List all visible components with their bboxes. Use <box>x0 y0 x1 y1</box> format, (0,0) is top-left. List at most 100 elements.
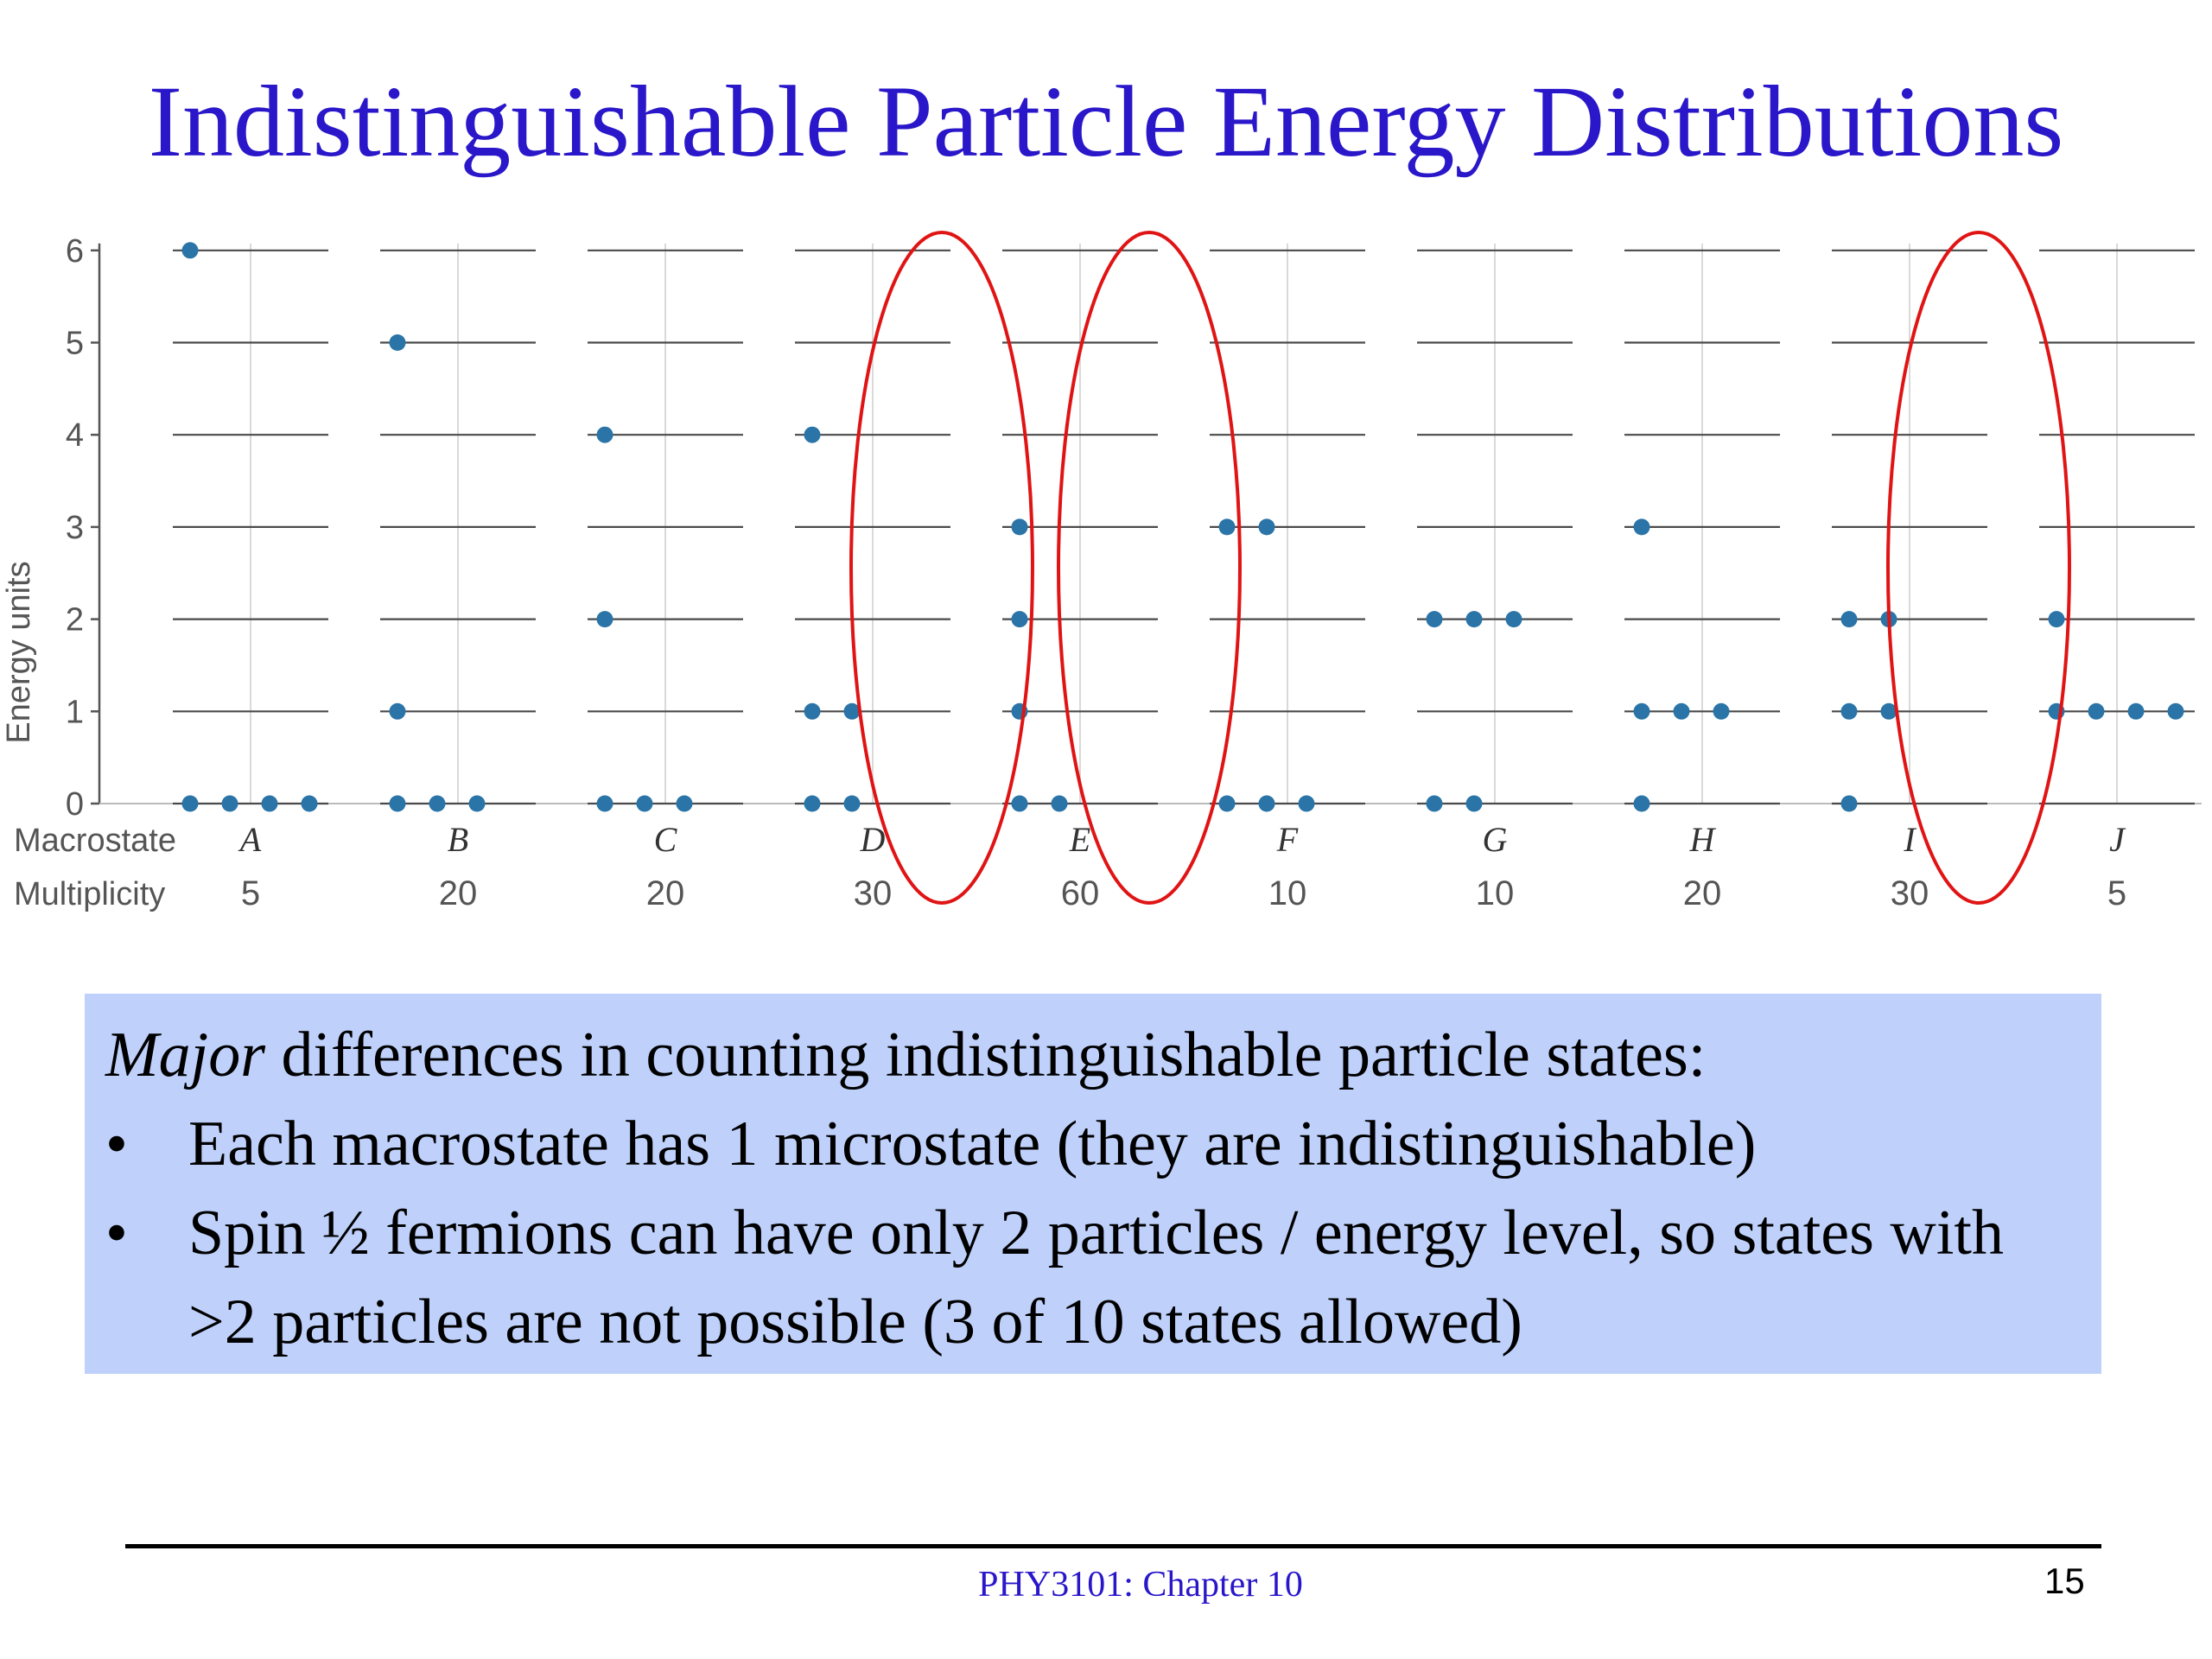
particle-dot <box>1258 518 1275 536</box>
macrostate-column-d: D 30 <box>795 249 950 912</box>
particle-dot <box>1258 795 1275 812</box>
particle-dot <box>389 795 406 812</box>
particle-dot <box>1218 795 1236 812</box>
macrostate-column-a: A5 <box>173 242 328 912</box>
y-tick-label: 6 <box>66 233 84 270</box>
macrostate-label: J <box>2109 820 2126 859</box>
multiplicity-label: 5 <box>2107 874 2126 912</box>
particle-dot <box>2127 702 2145 720</box>
bullet-marker: • <box>105 1198 128 1268</box>
multiplicity-label: 10 <box>1268 874 1307 912</box>
y-tick-label: 5 <box>66 326 84 362</box>
particle-dot <box>2167 702 2184 720</box>
particle-dot <box>2088 702 2105 720</box>
particle-dot <box>1426 611 1443 628</box>
macrostate-label: B <box>448 820 468 859</box>
particle-dot <box>429 795 446 812</box>
macrostate-column-b: B 20 <box>380 249 536 912</box>
macrostate-energy-diagram: 0 1 2 3 4 5 6 Energy units Macrostate Multiplicit… <box>1 231 2202 912</box>
particle-dot <box>1426 795 1443 812</box>
particle-dot <box>1011 795 1028 812</box>
particle-dot <box>181 242 199 259</box>
multiplicity-label: 10 <box>1476 874 1515 912</box>
highlight-ellipse-e <box>1057 231 1242 905</box>
particle-dot <box>1633 518 1650 536</box>
particle-dot <box>261 795 278 812</box>
particle-dot <box>1840 611 1858 628</box>
particle-dot <box>1505 611 1522 628</box>
particle-dot <box>389 702 406 720</box>
particle-dot <box>1880 702 1897 720</box>
multiplicity-label: 5 <box>241 874 260 912</box>
particle-dot <box>636 795 653 812</box>
notes-intro-text: differences in counting indistinguishabl… <box>265 1020 1707 1090</box>
particle-dot <box>1633 795 1650 812</box>
y-tick-label: 2 <box>66 602 84 639</box>
multiplicity-label: 20 <box>439 874 478 912</box>
y-axis-label: Energy units <box>1 561 37 743</box>
particle-dot <box>1298 795 1315 812</box>
macrostate-column-e: E 60 <box>1002 249 1158 912</box>
macrostate-column-f: F 10 <box>1210 249 1365 912</box>
footer-rule <box>125 1544 2101 1548</box>
particle-dot <box>1465 611 1483 628</box>
particle-dot <box>1840 795 1858 812</box>
footer-course-label: PHY3101: Chapter 10 <box>978 1565 1303 1605</box>
particle-dot <box>676 795 693 812</box>
particle-dot <box>1840 702 1858 720</box>
macrostate-label: H <box>1689 820 1717 859</box>
macrostate-column-c: C 20 <box>588 249 743 912</box>
particle-dot <box>1051 795 1068 812</box>
macrostate-column-g: G 10 <box>1417 249 1573 912</box>
particle-dot <box>804 702 821 720</box>
notes-intro: Major differences in counting indistingu… <box>105 1011 2081 1100</box>
particle-dot <box>596 795 613 812</box>
particle-dot <box>596 611 613 628</box>
slide-title: Indistinguishable Particle Energy Distri… <box>148 65 2064 178</box>
highlight-ellipse-i <box>1886 231 2071 905</box>
y-tick-label: 0 <box>66 786 84 823</box>
multiplicity-label: 60 <box>1061 874 1100 912</box>
multiplicity-label: 30 <box>1891 874 1929 912</box>
particle-dot <box>843 795 861 812</box>
particle-dot <box>301 795 318 812</box>
page-number: 15 <box>2044 1560 2085 1601</box>
macrostate-row-label: Macrostate <box>14 823 176 859</box>
macrostate-label: I <box>1903 820 1916 859</box>
multiplicity-label: 30 <box>854 874 893 912</box>
highlight-ellipse-d <box>849 231 1034 905</box>
particle-dot <box>1465 795 1483 812</box>
particle-dot <box>181 795 199 812</box>
notes-box: Major differences in counting indistingu… <box>85 994 2101 1374</box>
particle-dot <box>389 334 406 351</box>
particle-dot <box>1633 702 1650 720</box>
macrostate-label: D <box>860 820 886 859</box>
particle-dot <box>2048 611 2065 628</box>
particle-dot <box>804 795 821 812</box>
macrostate-label: E <box>1069 820 1090 859</box>
notes-bullet-list: • Each macrostate has 1 microstate (they … <box>105 1100 2081 1367</box>
particle-dot <box>1011 518 1028 536</box>
particle-dot <box>468 795 486 812</box>
notes-bullet-item: • Spin ½ fermions can have only 2 particl… <box>105 1189 2081 1367</box>
particle-dot <box>596 426 613 443</box>
y-tick-label: 3 <box>66 510 84 546</box>
macrostate-label: F <box>1276 820 1299 859</box>
macrostate-column-i: I 30 <box>1832 249 1987 912</box>
notes-intro-emphasis: Major <box>105 1020 265 1090</box>
macrostate-label: G <box>1483 820 1508 859</box>
multiplicity-row-label: Multiplicity <box>14 876 165 912</box>
particle-dot <box>1011 611 1028 628</box>
notes-bullet-text: Each macrostate has 1 microstate (they a… <box>188 1109 1757 1179</box>
macrostate-label: A <box>238 820 262 859</box>
bullet-marker: • <box>105 1109 128 1179</box>
macrostate-column-h: H 20 <box>1624 249 1780 912</box>
particle-dot <box>804 426 821 443</box>
notes-bullet-text: Spin ½ fermions can have only 2 particle… <box>188 1198 2004 1357</box>
particle-dot <box>1713 702 1730 720</box>
y-tick-label: 1 <box>66 694 84 730</box>
multiplicity-label: 20 <box>1683 874 1722 912</box>
notes-bullet-item: • Each macrostate has 1 microstate (they … <box>105 1100 2081 1189</box>
particle-dot <box>221 795 238 812</box>
particle-dot <box>1218 518 1236 536</box>
